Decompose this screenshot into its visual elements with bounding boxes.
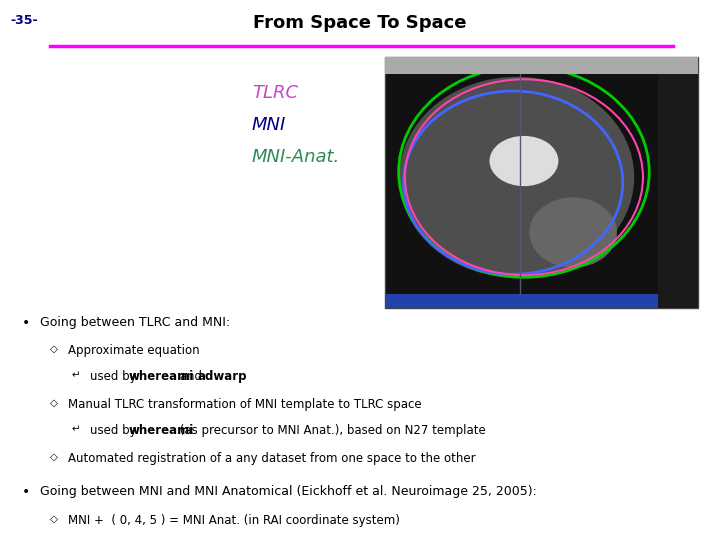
Text: TLRC: TLRC — [252, 84, 298, 102]
Text: MNI +  ( 0, 4, 5 ) = MNI Anat. (in RAI coordinate system): MNI + ( 0, 4, 5 ) = MNI Anat. (in RAI co… — [68, 514, 400, 526]
Text: •: • — [22, 316, 30, 330]
Ellipse shape — [490, 136, 559, 186]
Text: Going between MNI and MNI Anatomical (Eickhoff et al. Neuroimage 25, 2005):: Going between MNI and MNI Anatomical (Ei… — [40, 485, 536, 498]
Text: whereami: whereami — [128, 370, 194, 383]
Text: (as precursor to MNI Anat.), based on N27 template: (as precursor to MNI Anat.), based on N2… — [176, 424, 486, 437]
Text: ↵: ↵ — [72, 370, 81, 380]
Ellipse shape — [400, 77, 634, 278]
Bar — [385, 57, 698, 75]
Text: ◇: ◇ — [50, 514, 58, 524]
Text: Going between TLRC and MNI:: Going between TLRC and MNI: — [40, 316, 230, 329]
Text: used by: used by — [90, 370, 140, 383]
Text: MNI-Anat.: MNI-Anat. — [252, 148, 341, 166]
Text: adwarp: adwarp — [197, 370, 247, 383]
Text: -35-: -35- — [11, 14, 38, 26]
Text: ◇: ◇ — [50, 452, 58, 462]
Text: Manual TLRC transformation of MNI template to TLRC space: Manual TLRC transformation of MNI templa… — [68, 398, 422, 411]
Text: ↵: ↵ — [72, 424, 81, 434]
Bar — [385, 57, 698, 308]
Text: Automated registration of a any dataset from one space to the other: Automated registration of a any dataset … — [68, 452, 476, 465]
Text: and: and — [176, 370, 206, 383]
Text: ◇: ◇ — [50, 398, 58, 408]
Text: MNI: MNI — [252, 116, 287, 134]
Text: Approximate equation: Approximate equation — [68, 344, 200, 357]
Bar — [657, 57, 698, 308]
Text: used by: used by — [90, 424, 140, 437]
Text: •: • — [22, 485, 30, 500]
Text: whereami: whereami — [128, 424, 194, 437]
Text: From Space To Space: From Space To Space — [253, 14, 467, 31]
Bar — [385, 294, 657, 308]
Ellipse shape — [529, 197, 617, 268]
Text: ◇: ◇ — [50, 344, 58, 354]
